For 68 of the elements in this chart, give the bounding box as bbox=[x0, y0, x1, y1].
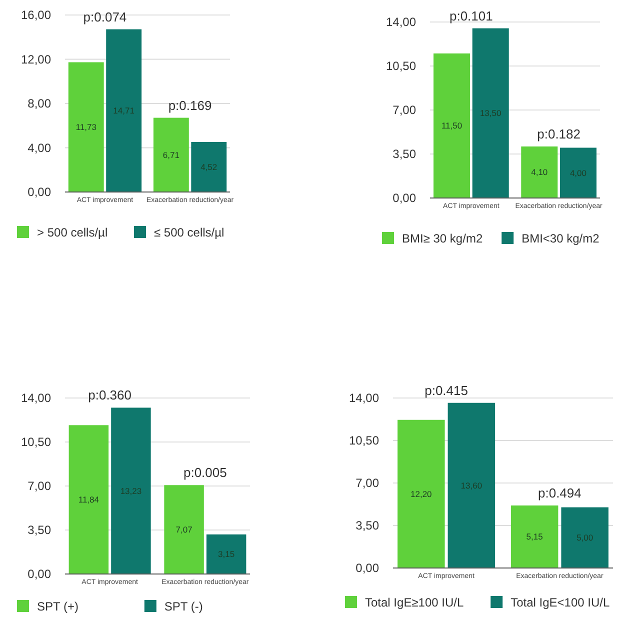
data-label: 12,20 bbox=[410, 488, 432, 499]
bar bbox=[191, 142, 227, 192]
data-label: 11,73 bbox=[76, 122, 97, 132]
bar bbox=[68, 62, 104, 192]
bar bbox=[206, 534, 246, 574]
y-tick-label: 4,00 bbox=[28, 140, 52, 155]
y-tick-label: 10,50 bbox=[386, 59, 416, 73]
y-tick-label: 14,00 bbox=[20, 391, 52, 405]
annotation: p:0.005 bbox=[183, 465, 227, 480]
y-tick-label: 7,00 bbox=[392, 103, 416, 117]
legend-label: SPT (+) bbox=[37, 600, 78, 614]
legend-label: BMI<30 kg/m2 bbox=[522, 232, 600, 246]
bar bbox=[472, 28, 509, 198]
bar bbox=[448, 402, 496, 568]
data-label: 13,60 bbox=[460, 480, 482, 490]
legend-label: BMI≥ 30 kg/m2 bbox=[402, 232, 483, 246]
y-tick-label: 0,00 bbox=[356, 561, 380, 575]
data-label: 4,00 bbox=[570, 168, 587, 178]
bar bbox=[153, 118, 189, 192]
y-tick-label: 3,50 bbox=[356, 518, 380, 532]
bar bbox=[434, 53, 470, 198]
data-label: 6,71 bbox=[162, 150, 180, 160]
bar bbox=[164, 485, 204, 574]
legend-label: Total IgE<100 IU/L bbox=[510, 596, 610, 610]
y-tick-label: 12,00 bbox=[20, 52, 52, 66]
bar bbox=[68, 425, 109, 574]
data-label: 4,52 bbox=[200, 162, 218, 172]
bar bbox=[111, 408, 151, 574]
annotation: p:0.074 bbox=[83, 9, 127, 24]
y-tick-label: 14,00 bbox=[386, 15, 416, 29]
legend-label: Total IgE≥100 IU/L bbox=[365, 596, 464, 610]
annotation: p:0.360 bbox=[88, 388, 132, 403]
annotation: p:0.494 bbox=[538, 485, 582, 500]
data-label: 11,50 bbox=[441, 120, 462, 131]
data-label: 5,15 bbox=[526, 532, 544, 542]
annotation: p:0.169 bbox=[168, 98, 212, 113]
y-tick-label: 3,50 bbox=[392, 147, 416, 161]
y-tick-label: 0,00 bbox=[392, 191, 416, 205]
y-tick-label: 16,00 bbox=[20, 8, 52, 22]
y-tick-label: 8,00 bbox=[28, 96, 52, 110]
data-label: 14,71 bbox=[113, 106, 135, 116]
legend-label: SPT (-) bbox=[164, 600, 203, 614]
bar bbox=[521, 146, 558, 198]
y-tick-label: 0,00 bbox=[28, 185, 52, 199]
data-label: 4,10 bbox=[531, 167, 548, 178]
data-label: 7,07 bbox=[176, 524, 193, 535]
bar bbox=[106, 29, 142, 192]
y-tick-label: 0,00 bbox=[28, 567, 52, 581]
annotation: p:0.182 bbox=[537, 126, 580, 142]
annotation: p:0.101 bbox=[450, 8, 493, 24]
annotation: p:0.415 bbox=[424, 382, 468, 398]
bar bbox=[510, 505, 558, 568]
data-label: 13,50 bbox=[480, 108, 502, 118]
bar bbox=[398, 420, 445, 568]
legend-label: ≤ 500 cells/µl bbox=[154, 226, 224, 240]
legend-label: > 500 cells/µl bbox=[37, 226, 108, 240]
y-tick-label: 3,50 bbox=[28, 523, 52, 537]
y-tick-label: 10,50 bbox=[20, 435, 52, 449]
data-label: 3,15 bbox=[218, 549, 235, 560]
bar bbox=[560, 148, 596, 198]
data-label: 11,84 bbox=[78, 494, 100, 505]
y-tick-label: 7,00 bbox=[28, 479, 52, 493]
y-tick-label: 10,50 bbox=[348, 434, 380, 448]
data-label: 5,00 bbox=[576, 532, 594, 543]
y-tick-label: 7,00 bbox=[356, 476, 380, 490]
bar bbox=[561, 507, 608, 568]
y-tick-label: 14,00 bbox=[348, 391, 380, 405]
data-label: 13,23 bbox=[120, 486, 142, 496]
